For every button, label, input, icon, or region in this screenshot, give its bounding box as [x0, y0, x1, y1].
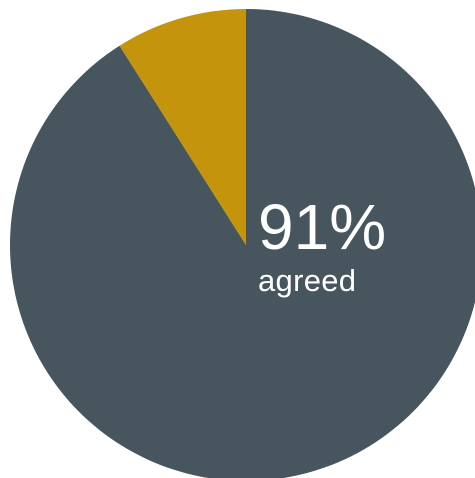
pie-slice-2 — [119, 9, 246, 245]
pie-slices — [10, 9, 475, 478]
pie-slice-1 — [10, 9, 475, 478]
